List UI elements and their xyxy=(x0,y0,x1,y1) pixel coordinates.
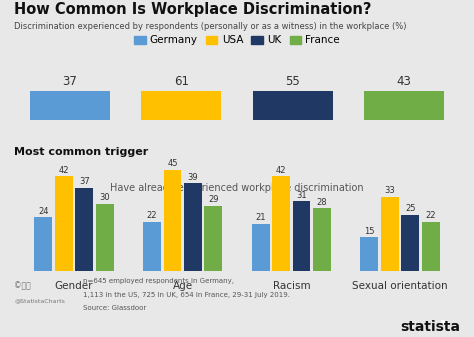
Bar xyxy=(252,224,270,271)
Text: 37: 37 xyxy=(63,74,77,88)
Bar xyxy=(75,188,93,271)
Text: @StatistaCharts: @StatistaCharts xyxy=(14,298,65,303)
Text: Sexual orientation: Sexual orientation xyxy=(352,281,448,292)
Bar xyxy=(401,215,419,271)
Text: 45: 45 xyxy=(167,159,178,168)
Text: 28: 28 xyxy=(317,197,327,207)
Text: 29: 29 xyxy=(208,195,219,204)
Text: 42: 42 xyxy=(276,166,286,175)
Text: Age: Age xyxy=(173,281,193,292)
Text: 39: 39 xyxy=(188,173,198,182)
Text: 33: 33 xyxy=(384,186,395,195)
Text: Gender: Gender xyxy=(55,281,93,292)
Bar xyxy=(364,91,444,120)
Bar xyxy=(141,91,221,120)
Bar xyxy=(361,238,378,271)
Text: 61: 61 xyxy=(174,74,189,88)
Text: 55: 55 xyxy=(285,74,300,88)
Text: 21: 21 xyxy=(255,213,266,222)
Text: Have already experienced workplace discrimination: Have already experienced workplace discr… xyxy=(110,183,364,193)
Bar xyxy=(184,183,202,271)
Text: 37: 37 xyxy=(79,177,90,186)
Bar xyxy=(55,177,73,271)
Bar xyxy=(272,177,290,271)
Text: n=645 employed respondents in Germany,: n=645 employed respondents in Germany, xyxy=(83,278,234,284)
Text: ©ⓘ⓪: ©ⓘ⓪ xyxy=(14,281,31,290)
Text: 31: 31 xyxy=(296,191,307,200)
Text: statista: statista xyxy=(400,319,460,334)
Text: 30: 30 xyxy=(99,193,110,202)
Text: 25: 25 xyxy=(405,204,415,213)
Bar xyxy=(292,201,310,271)
Bar xyxy=(253,91,333,120)
Text: 24: 24 xyxy=(38,207,49,216)
Bar xyxy=(421,222,439,271)
Text: 15: 15 xyxy=(364,227,374,236)
Bar xyxy=(204,206,222,271)
Text: Source: Glassdoor: Source: Glassdoor xyxy=(83,305,146,311)
Text: Discrimination experienced by respondents (personally or as a witness) in the wo: Discrimination experienced by respondent… xyxy=(14,22,407,31)
Legend: Germany, USA, UK, France: Germany, USA, UK, France xyxy=(130,31,344,50)
Bar xyxy=(164,170,182,271)
Text: 22: 22 xyxy=(147,211,157,220)
Text: ►: ► xyxy=(441,317,450,327)
Text: Most common trigger: Most common trigger xyxy=(14,147,148,157)
Text: 1,113 in the US, 725 in UK, 654 in France, 29-31 July 2019.: 1,113 in the US, 725 in UK, 654 in Franc… xyxy=(83,292,290,298)
Bar xyxy=(35,217,53,271)
Text: Racism: Racism xyxy=(273,281,310,292)
Bar xyxy=(381,197,399,271)
Bar xyxy=(30,91,110,120)
Text: How Common Is Workplace Discrimination?: How Common Is Workplace Discrimination? xyxy=(14,2,372,17)
Text: 42: 42 xyxy=(59,166,69,175)
Bar xyxy=(143,222,161,271)
Text: 22: 22 xyxy=(425,211,436,220)
Bar xyxy=(96,204,113,271)
Bar xyxy=(313,208,331,271)
Text: 43: 43 xyxy=(397,74,411,88)
